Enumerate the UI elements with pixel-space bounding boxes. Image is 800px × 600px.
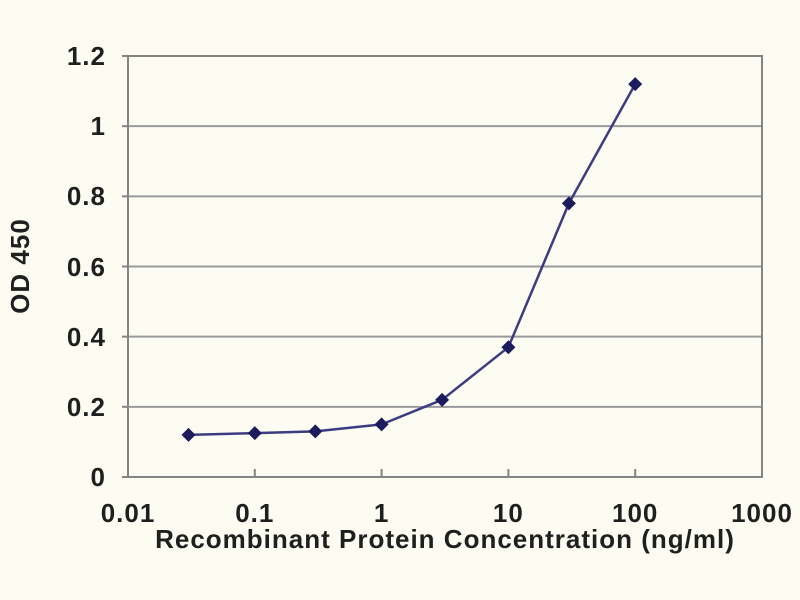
data-point [247, 426, 262, 441]
y-tick-label: 0.4 [66, 321, 106, 352]
x-tick-label: 0.01 [100, 498, 156, 528]
data-point [181, 427, 196, 442]
data-point [628, 77, 643, 92]
data-point [308, 424, 323, 439]
x-tick-label: 0.1 [235, 498, 275, 528]
series-line [188, 83, 637, 437]
x-tick-label: 1000 [731, 498, 793, 528]
data-point [435, 392, 450, 407]
x-tick-label: 1 [373, 498, 390, 528]
data-point [374, 417, 389, 432]
y-tick-label: 0.2 [66, 391, 106, 422]
y-tick-label: 0.8 [66, 181, 106, 212]
x-tick-label: 10 [492, 498, 524, 528]
data-point [561, 196, 576, 211]
plot-frame [127, 55, 763, 478]
y-axis-title: OD 450 [5, 218, 35, 314]
x-axis-title: Recombinant Protein Concentration (ng/ml… [155, 524, 735, 554]
y-tick-label: 1.2 [66, 41, 106, 71]
y-tick-label: 0 [90, 462, 106, 492]
x-tick-label: 100 [611, 498, 659, 528]
y-tick-label: 0.6 [66, 251, 106, 282]
y-tick-label: 1 [90, 111, 106, 142]
data-point [501, 340, 516, 355]
